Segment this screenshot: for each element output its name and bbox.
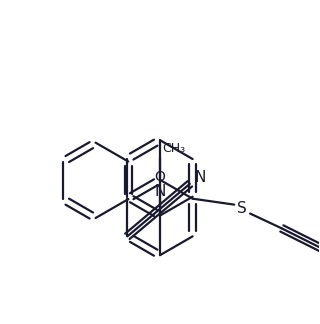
Text: N: N bbox=[194, 170, 205, 185]
Text: CH₃: CH₃ bbox=[162, 142, 185, 155]
Text: O: O bbox=[155, 170, 165, 184]
Text: N: N bbox=[154, 184, 166, 199]
Text: S: S bbox=[237, 201, 247, 216]
